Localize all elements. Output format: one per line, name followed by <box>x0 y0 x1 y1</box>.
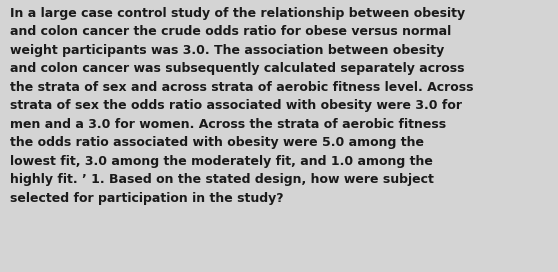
Text: In a large case control study of the relationship between obesity
and colon canc: In a large case control study of the rel… <box>10 7 474 205</box>
